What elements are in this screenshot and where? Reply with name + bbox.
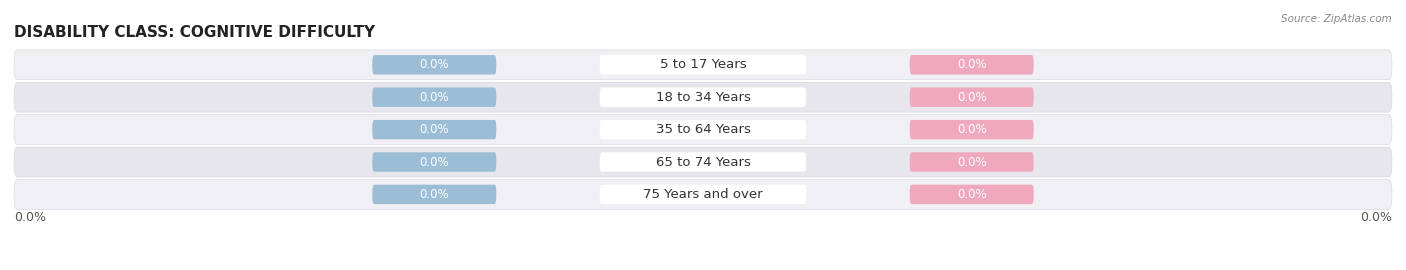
Text: 0.0%: 0.0% — [957, 123, 987, 136]
Legend: Male, Female: Male, Female — [633, 266, 773, 270]
Text: 0.0%: 0.0% — [957, 91, 987, 104]
FancyBboxPatch shape — [910, 120, 1033, 139]
FancyBboxPatch shape — [910, 55, 1033, 75]
Text: 18 to 34 Years: 18 to 34 Years — [655, 91, 751, 104]
FancyBboxPatch shape — [599, 87, 807, 107]
FancyBboxPatch shape — [14, 115, 1392, 144]
Text: 0.0%: 0.0% — [957, 188, 987, 201]
FancyBboxPatch shape — [599, 55, 807, 75]
Text: 0.0%: 0.0% — [419, 188, 449, 201]
Text: 0.0%: 0.0% — [419, 91, 449, 104]
FancyBboxPatch shape — [373, 87, 496, 107]
FancyBboxPatch shape — [910, 152, 1033, 172]
FancyBboxPatch shape — [910, 87, 1033, 107]
Text: 0.0%: 0.0% — [419, 156, 449, 168]
Text: 0.0%: 0.0% — [419, 58, 449, 71]
Text: 0.0%: 0.0% — [419, 123, 449, 136]
Text: DISABILITY CLASS: COGNITIVE DIFFICULTY: DISABILITY CLASS: COGNITIVE DIFFICULTY — [14, 25, 375, 40]
FancyBboxPatch shape — [373, 152, 496, 172]
Text: 0.0%: 0.0% — [957, 156, 987, 168]
Text: 0.0%: 0.0% — [14, 211, 46, 224]
Text: 75 Years and over: 75 Years and over — [643, 188, 763, 201]
FancyBboxPatch shape — [599, 152, 807, 172]
Text: 0.0%: 0.0% — [1360, 211, 1392, 224]
FancyBboxPatch shape — [14, 50, 1392, 80]
FancyBboxPatch shape — [599, 120, 807, 139]
Text: 0.0%: 0.0% — [957, 58, 987, 71]
Text: 65 to 74 Years: 65 to 74 Years — [655, 156, 751, 168]
Text: Source: ZipAtlas.com: Source: ZipAtlas.com — [1281, 14, 1392, 23]
FancyBboxPatch shape — [373, 185, 496, 204]
FancyBboxPatch shape — [14, 180, 1392, 209]
FancyBboxPatch shape — [373, 120, 496, 139]
Text: 35 to 64 Years: 35 to 64 Years — [655, 123, 751, 136]
FancyBboxPatch shape — [910, 185, 1033, 204]
FancyBboxPatch shape — [14, 147, 1392, 177]
FancyBboxPatch shape — [599, 185, 807, 204]
Text: 5 to 17 Years: 5 to 17 Years — [659, 58, 747, 71]
FancyBboxPatch shape — [14, 82, 1392, 112]
FancyBboxPatch shape — [373, 55, 496, 75]
